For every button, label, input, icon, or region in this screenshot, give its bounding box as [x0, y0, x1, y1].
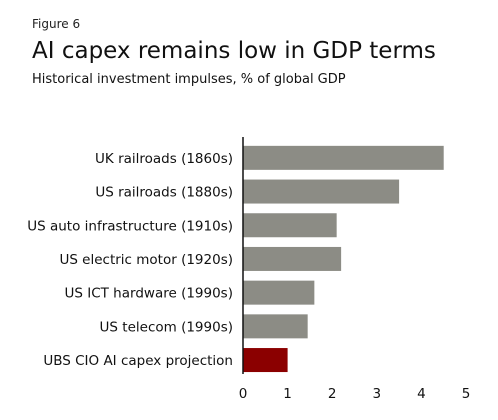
bars-group — [243, 145, 444, 373]
bar-7 — [243, 348, 288, 373]
x-tick-label-1: 1 — [283, 386, 292, 402]
category-label-6: US telecom (1990s) — [100, 319, 233, 335]
chart-subtitle: Historical investment impulses, % of glo… — [32, 72, 346, 87]
x-tick-label-2: 2 — [328, 386, 337, 402]
bar-3 — [243, 213, 337, 238]
bar-2 — [243, 179, 400, 204]
bar-6 — [243, 314, 308, 339]
category-label-1: UK railroads (1860s) — [95, 151, 233, 167]
bar-4 — [243, 246, 342, 271]
category-label-2: US railroads (1880s) — [95, 185, 233, 201]
figure-label: Figure 6 — [32, 17, 81, 31]
category-label-5: US ICT hardware (1990s) — [65, 286, 234, 302]
chart-title: AI capex remains low in GDP terms — [32, 38, 436, 64]
x-tick-label-0: 0 — [239, 386, 248, 402]
category-label-3: US auto infrastructure (1910s) — [27, 218, 233, 234]
x-tick-label-3: 3 — [373, 386, 382, 402]
x-tick-labels: 0 1 2 3 4 5 — [239, 386, 471, 402]
x-tick-label-4: 4 — [417, 386, 426, 402]
x-tick-label-5: 5 — [462, 386, 471, 402]
bar-1 — [243, 145, 444, 170]
category-labels: UK railroads (1860s) US railroads (1880s)… — [27, 151, 233, 369]
category-label-4: US electric motor (1920s) — [59, 252, 233, 268]
category-label-7: UBS CIO AI capex projection — [43, 353, 233, 369]
bar-5 — [243, 280, 315, 305]
